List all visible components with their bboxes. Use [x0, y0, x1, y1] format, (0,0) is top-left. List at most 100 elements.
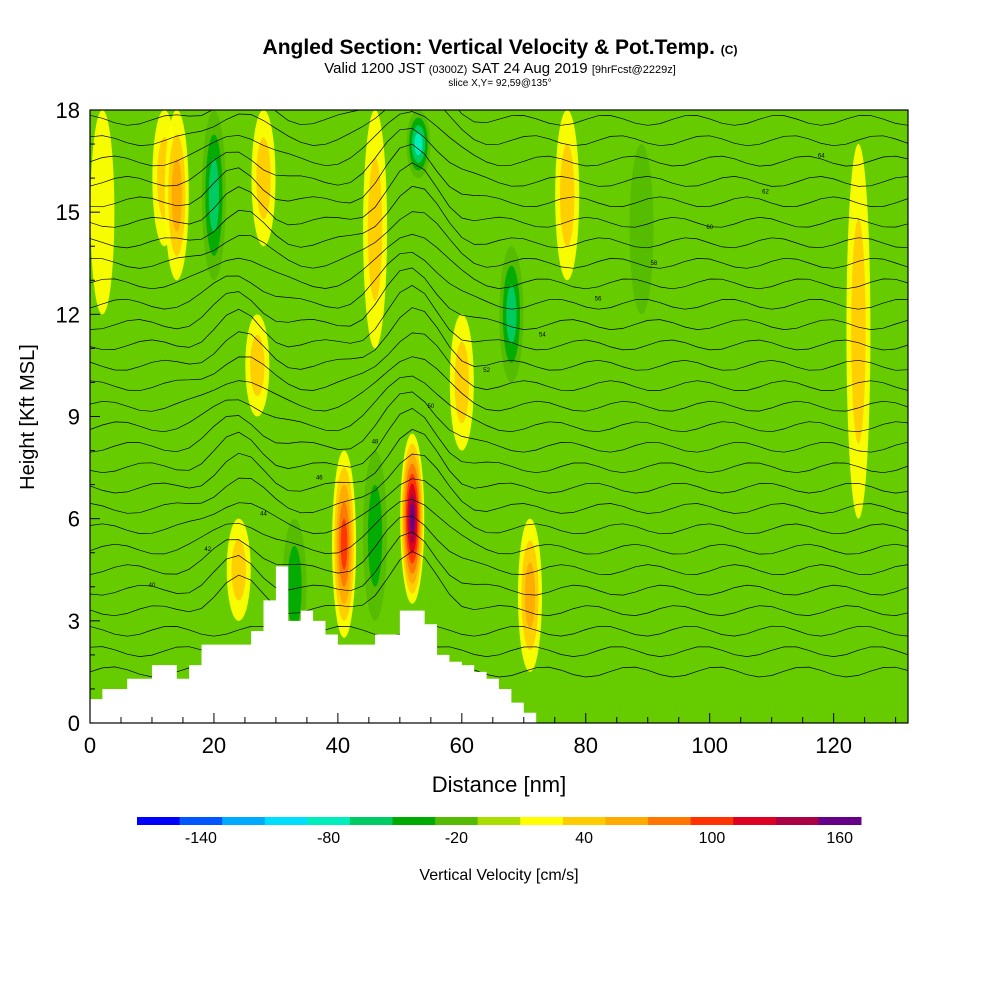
isotherm-line	[90, 284, 908, 351]
chart-subtitle: Valid 1200 JST (0300Z) SAT 24 Aug 2019 […	[0, 60, 1000, 77]
isotherm-line	[90, 211, 908, 269]
colorbar-swatch	[733, 817, 777, 825]
velocity-cell	[256, 137, 271, 219]
chart-title: Angled Section: Vertical Velocity & Pot.…	[0, 36, 1000, 60]
colorbar-swatch	[307, 817, 351, 825]
isotherm-line	[90, 162, 908, 228]
y-tick-label: 3	[68, 609, 80, 634]
x-tick-label: 120	[815, 733, 852, 758]
y-tick-label: 9	[68, 405, 80, 430]
isotherm-label: 52	[483, 368, 490, 374]
colorbar-swatch	[349, 817, 394, 825]
velocity-cell	[851, 218, 866, 444]
isotherm-label: 58	[651, 261, 658, 267]
colorbar-tick-label: -140	[185, 830, 217, 847]
velocity-cell	[414, 132, 423, 156]
velocity-cell	[287, 545, 302, 628]
isotherm-label: 48	[372, 440, 379, 446]
x-tick-label: 80	[574, 733, 598, 758]
colorbar-swatch	[264, 817, 308, 825]
isotherm-label: 54	[539, 332, 546, 338]
isotherm-line	[90, 356, 908, 412]
isotherm-line	[90, 185, 908, 249]
isotherm-line	[90, 251, 908, 310]
chart-title-text: Angled Section: Vertical Velocity & Pot.…	[262, 36, 715, 59]
valid-date: SAT 24 Aug 2019	[471, 60, 588, 77]
isotherm-label: 56	[595, 297, 602, 303]
plot-area	[90, 110, 908, 723]
isotherm-line	[90, 307, 908, 371]
isotherm-label: 42	[204, 547, 211, 553]
x-tick-label: 0	[84, 733, 96, 758]
velocity-cell	[367, 157, 383, 301]
y-tick-label: 15	[56, 200, 80, 225]
y-tick-label: 6	[68, 507, 80, 532]
isotherm-label: 64	[818, 154, 825, 160]
colorbar-swatch	[477, 817, 521, 825]
colorbar: -140 -80 -20 40 100 160	[137, 817, 862, 847]
velocity-cell	[231, 539, 246, 601]
isotherm-line	[90, 143, 908, 208]
isotherm-line	[90, 625, 908, 637]
velocity-cell	[410, 503, 415, 534]
isotherm-line	[90, 407, 908, 474]
y-tick-label: 12	[56, 302, 80, 327]
x-tick-label: 100	[691, 733, 728, 758]
y-tick-label: 18	[56, 98, 80, 123]
forecast-info: [9hrFcst@2229z]	[591, 64, 676, 76]
x-tick-label: 60	[450, 733, 474, 758]
isotherm-line	[90, 111, 908, 167]
colorbar-swatch	[690, 817, 734, 825]
isotherm-label: 50	[427, 404, 434, 410]
colorbar-tick-label: 40	[575, 830, 593, 847]
y-axis-label: Height [Kft MSL]	[17, 344, 39, 490]
colorbar-tick-label: 160	[826, 830, 853, 847]
x-axis-label: Distance [nm]	[432, 772, 567, 797]
terrain	[90, 566, 537, 723]
colorbar-swatch	[137, 817, 181, 825]
velocity-cell	[506, 285, 517, 344]
colorbar-swatch	[520, 817, 564, 825]
velocity-cell	[340, 518, 348, 570]
velocity-cell	[250, 334, 265, 397]
isotherm-line	[90, 453, 908, 514]
colorbar-tick-label: 100	[699, 830, 726, 847]
isotherm-line	[90, 110, 908, 147]
valid-zulu: (0300Z)	[428, 64, 468, 76]
y-tick-label: 0	[68, 711, 80, 736]
velocity-cell	[208, 158, 220, 232]
isotherm-line	[90, 531, 908, 596]
slice-info: slice X,Y= 92,59@135°	[448, 78, 552, 89]
isotherm-line	[90, 550, 908, 617]
colorbar-swatch	[222, 817, 266, 825]
velocity-cell	[454, 341, 470, 424]
isotherm-line	[90, 128, 908, 187]
x-tick-label: 40	[326, 733, 350, 758]
isotherm-line	[90, 428, 908, 494]
isotherm-line	[90, 233, 908, 290]
valid-time: Valid 1200 JST	[324, 60, 425, 77]
axes: 0 20 40 60 80 100 120 0 3 6 9 12 15 18	[56, 98, 897, 758]
isotherm-label: 46	[316, 476, 323, 482]
isotherm-contours: 40 42 44 46 48 50 52 54 56 58 60 62 64	[90, 110, 908, 678]
colorbar-swatch	[605, 817, 649, 825]
isotherm-line	[90, 375, 908, 433]
isotherm-line	[90, 332, 908, 392]
colorbar-swatch	[562, 817, 606, 825]
colorbar-tick-label: -80	[317, 830, 340, 847]
velocity-cell	[629, 144, 654, 315]
colorbar-swatch	[392, 817, 436, 825]
colorbar-swatch	[435, 817, 479, 825]
isotherm-label: 60	[706, 225, 713, 231]
colorbar-swatch	[648, 817, 692, 825]
isotherm-line	[90, 499, 908, 555]
isotherm-line	[90, 267, 908, 330]
isotherm-line	[90, 478, 908, 535]
velocity-cell	[367, 484, 383, 587]
velocity-cell	[171, 158, 182, 232]
isotherm-line	[90, 391, 908, 453]
colorbar-swatch	[818, 817, 862, 825]
colorbar-swatch	[775, 817, 819, 825]
velocity-cell	[90, 110, 115, 315]
